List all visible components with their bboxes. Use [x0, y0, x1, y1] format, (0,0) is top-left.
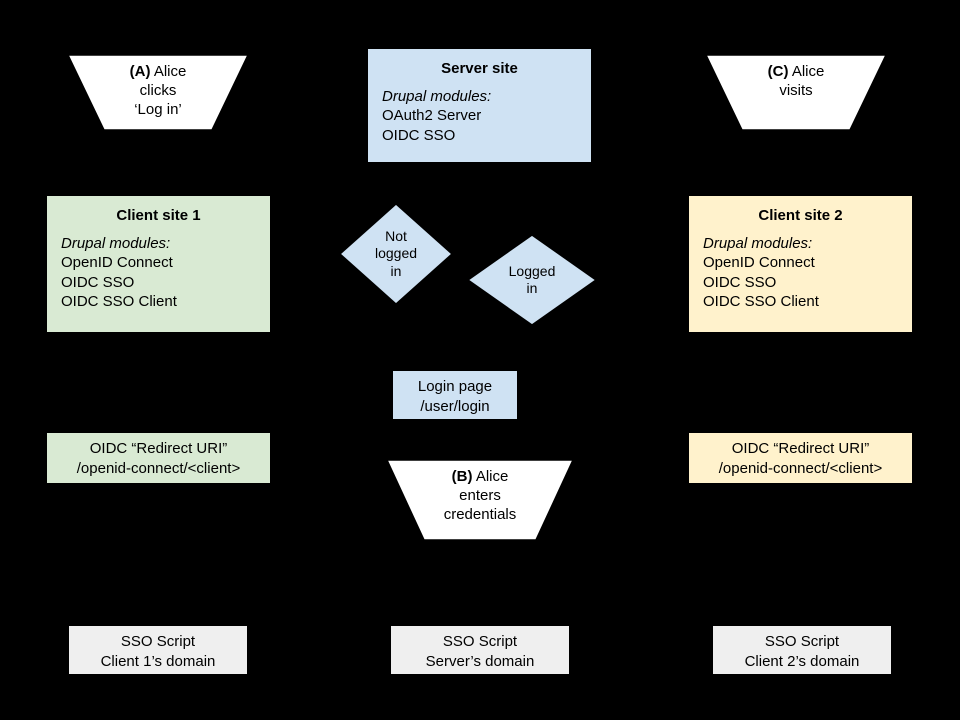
- client2-module-2: OIDC SSO: [703, 273, 898, 293]
- client2-module-3: OIDC SSO Client: [703, 292, 898, 312]
- sso2-line2: Client 2’s domain: [717, 652, 887, 672]
- sso2-line1: SSO Script: [717, 632, 887, 652]
- trapezoid-step-b: (B) Alice enters credentials: [387, 460, 573, 540]
- trapezoid-a-label: (A) Alice clicks ‘Log in’: [68, 63, 248, 119]
- sso1-line1: SSO Script: [73, 632, 243, 652]
- trapezoid-step-c: (C) Alice visits: [706, 55, 886, 130]
- login-page-box: Login page /user/login: [392, 370, 518, 420]
- client2-module-1: OpenID Connect: [703, 253, 898, 273]
- redirect1-line2: /openid-connect/<client>: [51, 459, 266, 479]
- sso1-line2: Client 1’s domain: [73, 652, 243, 672]
- server-title: Server site: [382, 59, 577, 79]
- sso-script-client-2-box: SSO Script Client 2’s domain: [712, 625, 892, 675]
- client1-title: Client site 1: [61, 206, 256, 226]
- redirect2-line2: /openid-connect/<client>: [693, 459, 908, 479]
- client1-module-2: OIDC SSO: [61, 273, 256, 293]
- login-line1: Login page: [397, 377, 513, 397]
- redirect-uri-1-box: OIDC “Redirect URI” /openid-connect/<cli…: [46, 432, 271, 484]
- redirect2-line1: OIDC “Redirect URI”: [693, 439, 908, 459]
- diamond-logged-label: Logged in: [468, 235, 596, 325]
- sso-script-server-box: SSO Script Server’s domain: [390, 625, 570, 675]
- server-module-2: OIDC SSO: [382, 126, 577, 146]
- trapezoid-c-label: (C) Alice visits: [706, 63, 886, 101]
- ssoS-line1: SSO Script: [395, 632, 565, 652]
- server-site-box: Server site Drupal modules: OAuth2 Serve…: [367, 48, 592, 163]
- diamond-logged-in: Logged in: [468, 235, 596, 325]
- client-site-2-box: Client site 2 Drupal modules: OpenID Con…: [688, 195, 913, 333]
- trapezoid-b-label: (B) Alice enters credentials: [387, 468, 573, 524]
- sso-script-client-1-box: SSO Script Client 1’s domain: [68, 625, 248, 675]
- client2-title: Client site 2: [703, 206, 898, 226]
- diamond-not-label: Not logged in: [340, 204, 452, 304]
- server-subtitle: Drupal modules:: [382, 87, 577, 107]
- redirect1-line1: OIDC “Redirect URI”: [51, 439, 266, 459]
- trapezoid-step-a: (A) Alice clicks ‘Log in’: [68, 55, 248, 130]
- client2-subtitle: Drupal modules:: [703, 234, 898, 254]
- ssoS-line2: Server’s domain: [395, 652, 565, 672]
- server-module-1: OAuth2 Server: [382, 106, 577, 126]
- client-site-1-box: Client site 1 Drupal modules: OpenID Con…: [46, 195, 271, 333]
- diamond-not-logged-in: Not logged in: [340, 204, 452, 304]
- redirect-uri-2-box: OIDC “Redirect URI” /openid-connect/<cli…: [688, 432, 913, 484]
- client1-module-3: OIDC SSO Client: [61, 292, 256, 312]
- client1-module-1: OpenID Connect: [61, 253, 256, 273]
- login-line2: /user/login: [397, 397, 513, 417]
- client1-subtitle: Drupal modules:: [61, 234, 256, 254]
